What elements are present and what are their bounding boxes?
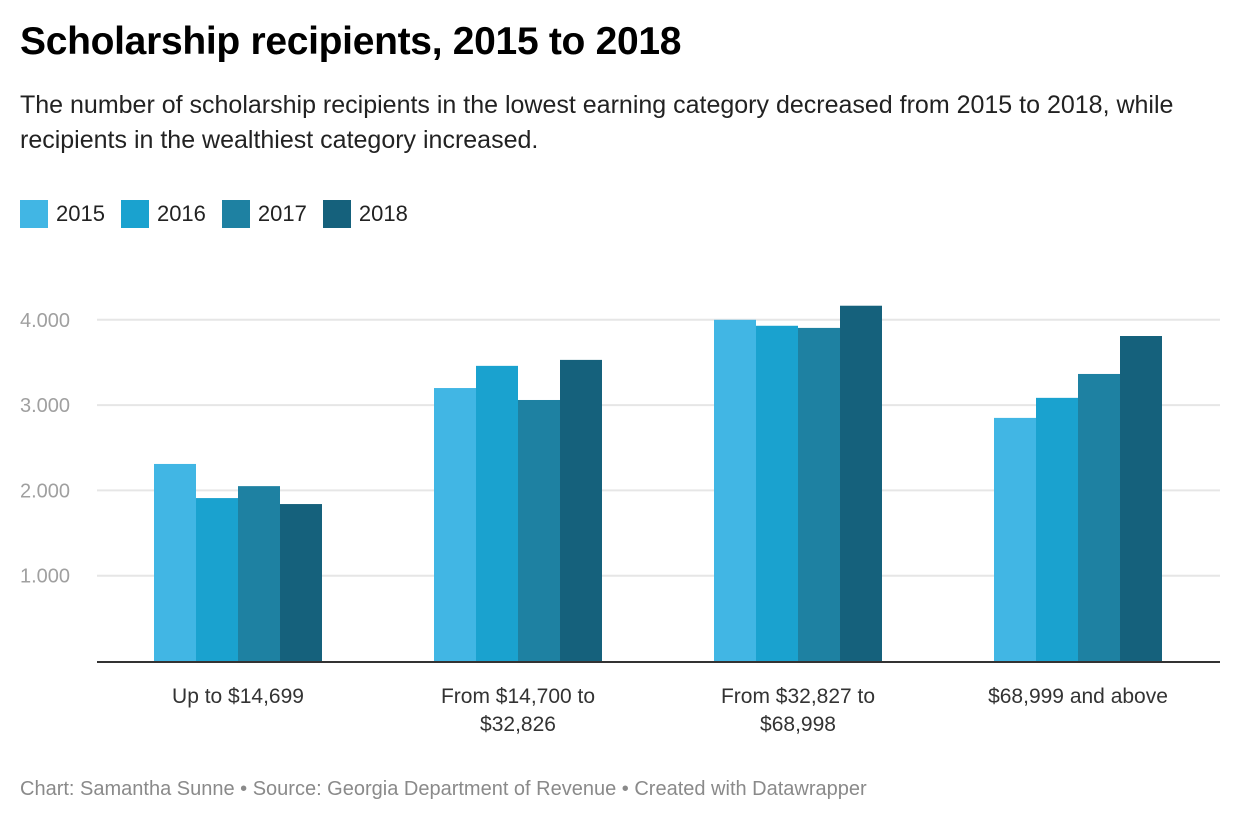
bar-2015-0 — [154, 463, 196, 661]
bar-2018-1 — [560, 359, 602, 661]
bar-2017-1 — [518, 399, 560, 661]
y-tick-label: 4.000 — [20, 310, 70, 332]
y-tick-label: 2.000 — [20, 480, 70, 502]
legend-item-2018: 2018 — [322, 200, 408, 228]
bar-2018-2 — [840, 305, 882, 661]
legend-item-2017: 2017 — [221, 200, 307, 228]
bar-2016-2 — [756, 325, 798, 661]
legend-label: 2015 — [56, 201, 105, 226]
legend-swatch — [221, 200, 250, 228]
bar-2015-2 — [714, 319, 756, 661]
bar-2016-1 — [476, 365, 518, 661]
bar-2015-1 — [434, 388, 476, 661]
bar-2018-0 — [280, 504, 322, 661]
x-category-label: $68,999 and above — [988, 685, 1168, 708]
legend-swatch — [322, 200, 351, 228]
legend-label: 2018 — [358, 201, 408, 226]
x-axis-labels: Up to $14,699 From $14,700 to $32,826 From … — [172, 685, 1168, 736]
x-category-label: From $14,700 to $32,826 — [441, 685, 595, 736]
x-category-label: Up to $14,699 — [172, 685, 304, 708]
legend-item-2016: 2016 — [120, 200, 206, 228]
legend-label: 2016 — [156, 201, 206, 226]
y-tick-label: 3.000 — [20, 395, 70, 417]
bar-2017-3 — [1078, 373, 1120, 661]
legend: 2015 2016 2017 2018 — [20, 200, 424, 228]
legend-swatch — [20, 200, 48, 228]
bars — [154, 305, 1162, 661]
legend-label: 2017 — [257, 201, 307, 226]
x-category-label: From $32,827 to $68,998 — [721, 685, 875, 736]
legend-swatch — [120, 200, 149, 228]
bar-2017-0 — [238, 486, 280, 661]
bar-2016-0 — [196, 498, 238, 661]
bar-2016-3 — [1036, 397, 1078, 661]
bar-2017-2 — [798, 327, 840, 661]
chart-title: Scholarship recipients, 2015 to 2018 — [20, 20, 682, 63]
bar-2018-3 — [1120, 336, 1162, 661]
bar-2015-3 — [994, 417, 1036, 661]
y-tick-label: 1.000 — [20, 566, 70, 588]
y-axis-ticks: 1.000 2.000 3.000 4.000 — [20, 310, 70, 588]
chart-footer: Chart: Samantha Sunne • Source: Georgia … — [20, 778, 867, 800]
legend-item-2015: 2015 — [20, 200, 105, 228]
chart-subtitle: The number of scholarship recipients in … — [20, 91, 1174, 154]
